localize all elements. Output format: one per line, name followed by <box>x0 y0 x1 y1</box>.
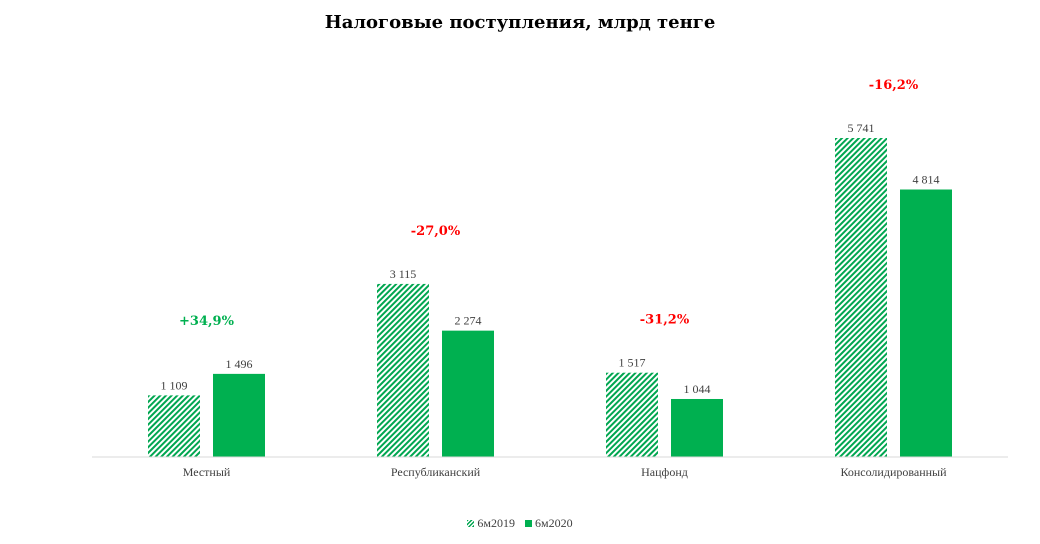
bar-6m2019 <box>606 372 658 457</box>
change-percent-label: -16,2% <box>869 78 919 93</box>
x-tick-label: Нацфонд <box>641 465 688 479</box>
bar-6m2019 <box>377 283 429 457</box>
bar-6m2020 <box>213 373 265 457</box>
change-percent-label: +34,9% <box>179 314 235 329</box>
legend-swatch-solid <box>525 520 532 527</box>
legend-label: 6м2019 <box>477 516 515 530</box>
x-tick-label: Местный <box>183 465 231 479</box>
bar-6m2019 <box>835 138 887 457</box>
bar-value-label: 2 274 <box>455 314 482 328</box>
bar-value-label: 1 496 <box>226 357 253 371</box>
legend-item-6m2019: 6м2019 <box>467 516 515 531</box>
bar-value-label: 1 517 <box>619 356 646 370</box>
x-tick-label: Консолидированный <box>840 465 947 479</box>
legend: 6м2019 6м2020 <box>0 516 1040 531</box>
chart-title: Налоговые поступления, млрд тенге <box>324 12 716 33</box>
bar-6m2020 <box>900 189 952 457</box>
bar-6m2019 <box>148 395 200 457</box>
bar-value-label: 1 109 <box>161 378 188 392</box>
change-percent-label: -27,0% <box>411 224 461 239</box>
bar-value-label: 4 814 <box>913 173 940 187</box>
legend-label: 6м2020 <box>535 516 573 530</box>
bar-value-label: 3 115 <box>390 267 417 281</box>
bar-value-label: 5 741 <box>848 121 875 135</box>
x-tick-label: Республиканский <box>391 465 481 479</box>
bar-6m2020 <box>671 398 723 457</box>
change-percent-label: -31,2% <box>640 313 690 328</box>
legend-swatch-hatched <box>467 520 475 527</box>
bar-6m2020 <box>442 330 494 457</box>
legend-item-6m2020: 6м2020 <box>525 516 573 531</box>
bar-value-label: 1 044 <box>684 382 711 396</box>
